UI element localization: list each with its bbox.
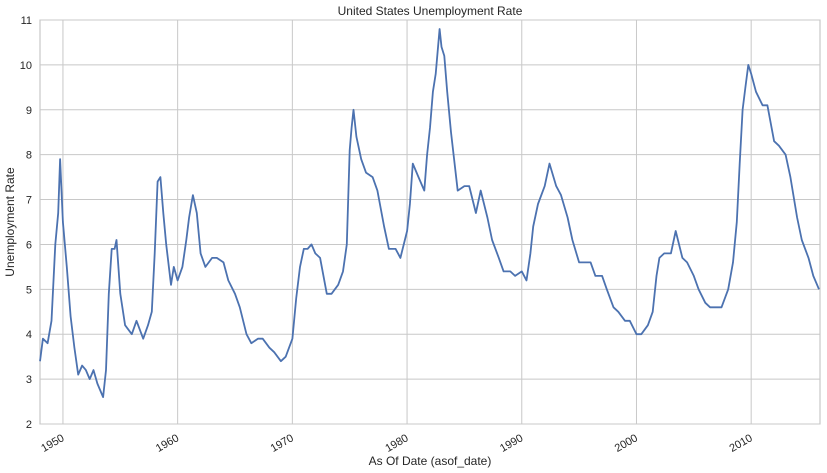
y-tick-label: 9 [26, 105, 32, 117]
x-tick-labels: 1950 1960 1970 1980 1990 2000 2010 [39, 432, 754, 455]
x-tick-label: 1980 [383, 432, 410, 455]
y-tick-label: 7 [26, 195, 32, 207]
y-tick-label: 4 [26, 329, 32, 341]
grid-lines [40, 19, 820, 425]
y-tick-label: 3 [26, 374, 32, 386]
x-tick-label: 1960 [154, 432, 181, 455]
y-axis-title: Unemployment Rate [3, 167, 17, 277]
x-axis-title: As Of Date (asof_date) [369, 454, 492, 468]
x-tick-label: 2010 [727, 432, 754, 455]
y-tick-label: 2 [26, 419, 32, 431]
y-tick-label: 8 [26, 150, 32, 162]
x-tick-label: 2000 [613, 432, 640, 455]
plot-area [39, 19, 821, 425]
unemployment-rate-line [39, 28, 820, 399]
y-tick-label: 5 [26, 284, 32, 296]
y-tick-label: 11 [21, 15, 32, 27]
series-layer [39, 28, 820, 399]
x-tick-label: 1990 [498, 432, 525, 455]
chart-title: United States Unemployment Rate [338, 4, 523, 18]
y-tick-labels: 2 3 4 5 6 7 8 9 10 11 [20, 15, 32, 431]
x-tick-label: 1950 [39, 432, 66, 455]
x-tick-label: 1970 [269, 432, 296, 455]
y-tick-label: 6 [26, 239, 32, 251]
y-tick-label: 10 [20, 60, 32, 72]
